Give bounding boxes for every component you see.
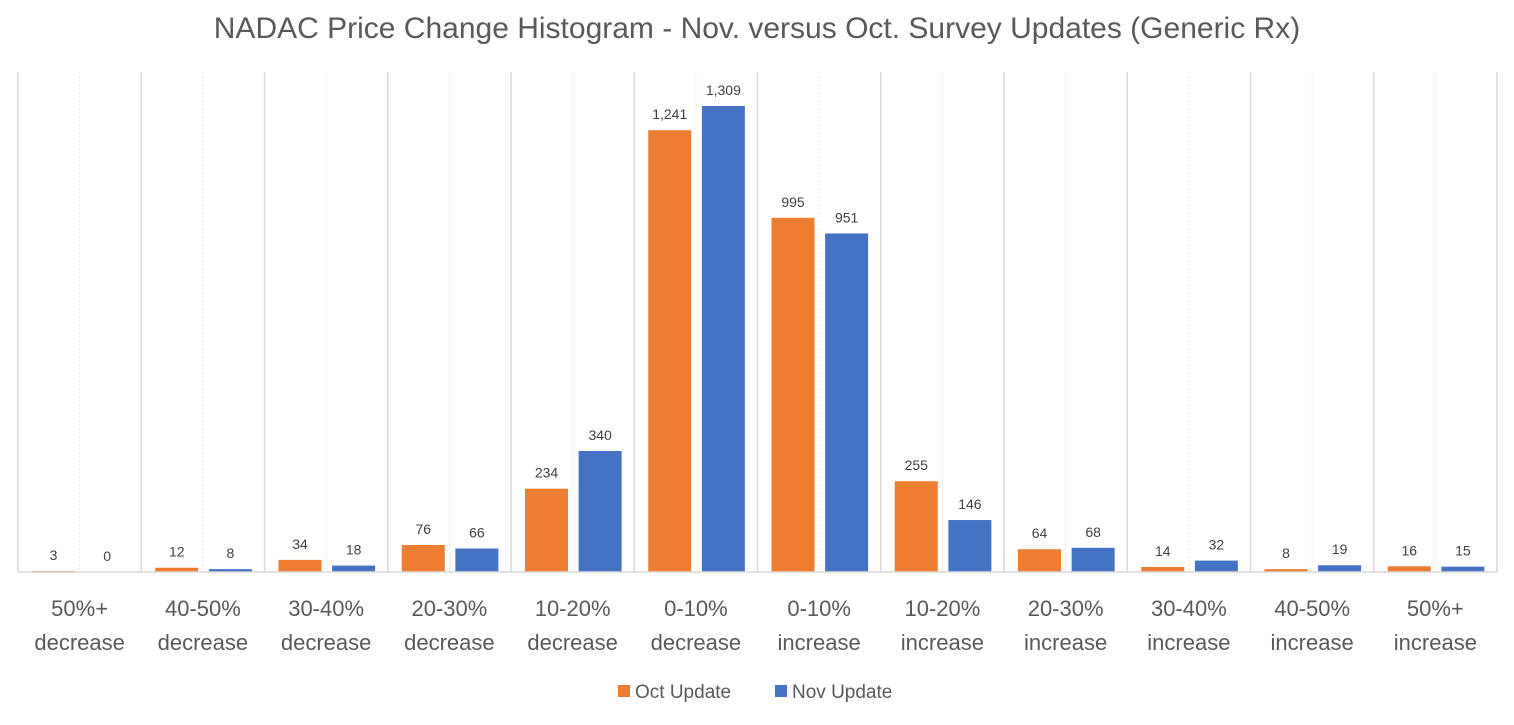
- oct-update-bar: [401, 544, 445, 572]
- x-tick-label: 20-30% decrease: [404, 596, 495, 655]
- nov-update-bar: [1318, 565, 1362, 572]
- data-label: 19: [1332, 541, 1348, 557]
- nov-update-bar: [1071, 547, 1115, 572]
- data-label: 8: [1282, 545, 1290, 561]
- legend: Oct Update Nov Update: [618, 682, 892, 703]
- x-tick-label: 40-50% increase: [1271, 596, 1354, 655]
- x-tick-label: 50%+ increase: [1394, 596, 1477, 655]
- oct-update-bar: [771, 217, 815, 573]
- nov-update-bar: [701, 106, 745, 572]
- oct-update-bar: [1387, 566, 1431, 572]
- data-label: 0: [103, 548, 111, 564]
- legend-swatch: [775, 685, 787, 697]
- data-label: 146: [958, 496, 982, 512]
- data-label: 18: [346, 542, 362, 558]
- gridlines: [17, 72, 1498, 572]
- data-label: 15: [1455, 543, 1471, 559]
- data-label: 66: [469, 525, 485, 541]
- data-label: 255: [905, 457, 929, 473]
- oct-update-bar: [1141, 567, 1185, 572]
- x-tick-label: 0-10% decrease: [651, 596, 742, 655]
- legend-label: Nov Update: [792, 682, 892, 703]
- data-label: 32: [1209, 537, 1225, 553]
- x-tick-label: 20-30% increase: [1024, 596, 1107, 655]
- oct-update-bar: [278, 559, 322, 572]
- x-tick-label: 0-10% increase: [778, 596, 861, 655]
- nov-update-bar: [1194, 560, 1238, 572]
- data-label: 8: [226, 545, 234, 561]
- x-tick-label: 30-40% decrease: [281, 596, 372, 655]
- nov-update-bar: [825, 233, 869, 572]
- data-labels: 3 12 34 76 234 1,241 995 255 64 14 8 16 0 8 18 66 340 1,3…: [50, 82, 1471, 564]
- data-label: 14: [1155, 543, 1171, 559]
- x-axis-tick-labels: 50%+ decrease 40-50% decrease 30-40% decrease…: [34, 596, 1477, 655]
- data-label: 16: [1401, 542, 1417, 558]
- data-label: 234: [535, 465, 559, 481]
- x-tick-label: 50%+ decrease: [34, 596, 125, 655]
- nov-update-bar: [1441, 566, 1485, 572]
- bars: [32, 106, 1485, 573]
- chart-title: NADAC Price Change Histogram - Nov. vers…: [214, 12, 1300, 45]
- data-label: 76: [415, 521, 431, 537]
- x-tick-label: 40-50% decrease: [158, 596, 249, 655]
- data-label: 12: [169, 544, 185, 560]
- nov-update-bar: [948, 520, 992, 572]
- legend-swatch: [618, 685, 630, 697]
- data-label: 1,309: [706, 82, 741, 98]
- nov-update-bar: [208, 569, 252, 572]
- nov-update-bar: [455, 548, 499, 572]
- data-label: 951: [835, 209, 859, 225]
- oct-update-bar: [894, 481, 938, 572]
- nov-update-bar: [332, 565, 376, 572]
- x-tick-label: 10-20% increase: [901, 596, 984, 655]
- data-label: 995: [781, 194, 805, 210]
- oct-update-bar: [525, 488, 568, 572]
- oct-update-bar: [648, 130, 692, 572]
- data-label: 68: [1085, 524, 1101, 540]
- legend-label: Oct Update: [635, 682, 731, 703]
- data-label: 340: [588, 427, 612, 443]
- data-label: 64: [1032, 525, 1048, 541]
- data-label: 1,241: [652, 106, 687, 122]
- oct-update-bar: [155, 567, 199, 572]
- x-tick-label: 30-40% increase: [1147, 596, 1230, 655]
- data-label: 34: [292, 536, 308, 552]
- oct-update-bar: [1018, 549, 1061, 572]
- oct-update-bar: [1264, 569, 1308, 572]
- x-tick-label: 10-20% decrease: [527, 596, 618, 655]
- data-label: 3: [50, 547, 58, 563]
- nov-update-bar: [578, 450, 622, 572]
